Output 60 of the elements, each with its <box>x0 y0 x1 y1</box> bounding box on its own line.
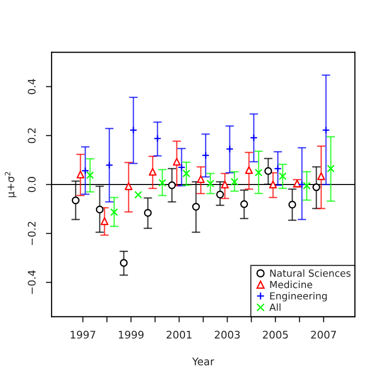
point <box>124 182 132 190</box>
x-axis-title: Year <box>192 358 214 366</box>
point <box>206 180 214 188</box>
point <box>254 168 262 176</box>
legend-label: Natural Sciences <box>270 269 351 277</box>
point <box>196 175 205 184</box>
point <box>81 166 90 175</box>
point <box>216 190 224 198</box>
y-axis-title: μ+σ$^{2}$ <box>4 172 16 198</box>
point <box>154 134 162 142</box>
point <box>110 208 118 216</box>
x-tick-label: 2005 <box>262 330 288 339</box>
y-tick-label: 0.0 <box>28 176 36 192</box>
point <box>202 151 210 160</box>
point <box>178 163 186 172</box>
point <box>245 166 253 174</box>
x-tick-label: 2003 <box>214 330 240 339</box>
point <box>312 183 320 192</box>
point <box>326 164 335 172</box>
point <box>100 217 108 226</box>
y-tick-label: 0.4 <box>28 78 36 94</box>
point <box>130 126 138 134</box>
point <box>288 200 296 208</box>
point <box>230 178 238 186</box>
point <box>76 170 84 178</box>
point <box>302 182 311 190</box>
point <box>269 180 277 188</box>
point <box>134 190 142 199</box>
point <box>120 258 128 267</box>
x-tick-label: 1997 <box>70 330 96 339</box>
y-tick-label: −0.2 <box>28 222 36 245</box>
point <box>240 200 248 208</box>
point <box>105 161 114 170</box>
point <box>172 158 181 166</box>
point <box>72 196 80 204</box>
x-tick-label: 2001 <box>166 330 192 339</box>
point <box>298 180 306 188</box>
x-tick-label: 1999 <box>118 330 144 339</box>
point <box>322 126 330 134</box>
legend-label: All <box>269 303 280 311</box>
point <box>278 172 287 180</box>
point <box>274 164 282 172</box>
x-tick-label: 2007 <box>311 330 336 339</box>
legend-label: Medicine <box>270 280 312 288</box>
y-tick-label: −0.4 <box>28 270 36 294</box>
point <box>182 170 190 178</box>
legend-label: Engineering <box>270 292 327 302</box>
y-tick-label: 0.2 <box>28 128 36 144</box>
point <box>317 172 326 180</box>
point <box>221 180 229 188</box>
point <box>250 134 258 142</box>
point <box>264 167 272 175</box>
point <box>226 145 234 153</box>
point <box>148 168 157 176</box>
point <box>96 206 104 214</box>
point <box>158 178 166 187</box>
point <box>192 202 200 211</box>
point <box>144 209 152 217</box>
point <box>168 181 176 190</box>
point <box>86 171 94 180</box>
